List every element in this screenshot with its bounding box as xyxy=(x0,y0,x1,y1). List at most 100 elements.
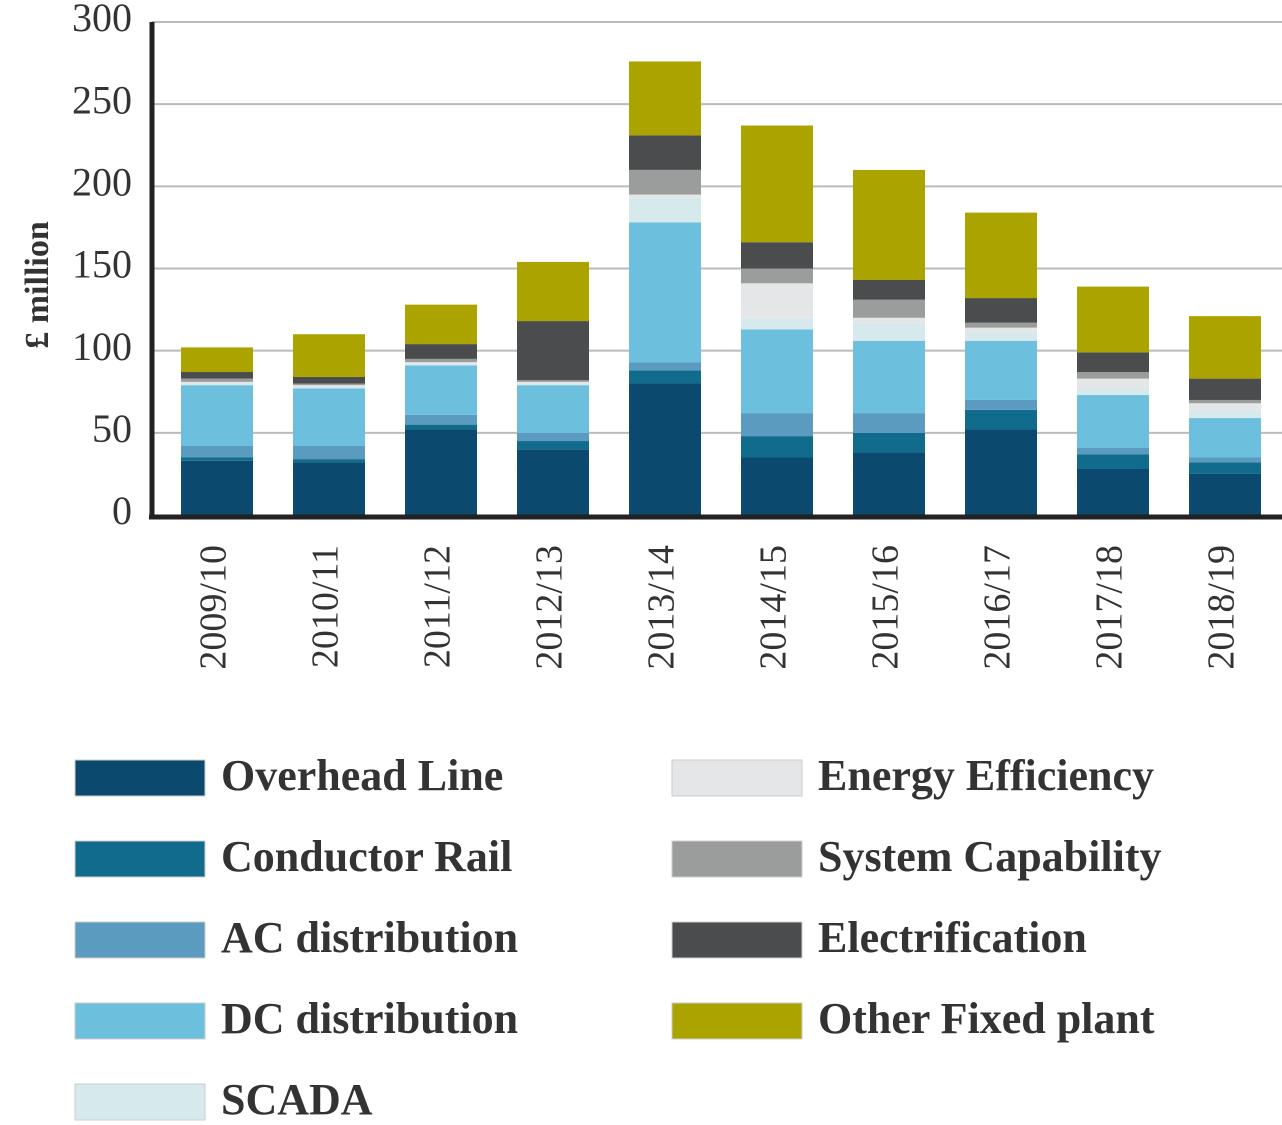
x-tick-label: 2016/17 xyxy=(977,545,1019,670)
bar-segment xyxy=(405,424,477,430)
bar-segment xyxy=(629,194,701,198)
bar-segment xyxy=(853,340,925,414)
y-tick-label: 0 xyxy=(112,488,132,533)
bar-segment xyxy=(517,441,589,450)
bar-segment xyxy=(517,381,589,384)
bar-segment xyxy=(741,329,813,414)
bar-segment xyxy=(405,429,477,515)
bar-segment xyxy=(965,212,1037,299)
bar-segment xyxy=(965,298,1037,323)
bar-segment xyxy=(181,381,253,384)
y-tick-label: 200 xyxy=(72,160,132,205)
legend-label: Electrification xyxy=(818,913,1087,962)
legend-swatch xyxy=(74,840,206,878)
bar-segment xyxy=(965,327,1037,333)
bar-segment xyxy=(1077,468,1149,515)
y-axis-label: £ million xyxy=(19,221,56,349)
bar-segment xyxy=(181,460,253,515)
x-tick-label: 2018/19 xyxy=(1201,545,1243,670)
bar-segment xyxy=(741,436,813,458)
bar-segment xyxy=(293,386,365,389)
bar-segment xyxy=(1189,462,1261,474)
bar-segment xyxy=(853,169,925,281)
bar-segment xyxy=(405,358,477,363)
bar-segment xyxy=(405,414,477,425)
bar-segment xyxy=(293,334,365,377)
bar-segment xyxy=(1077,352,1149,373)
x-tick-label: 2014/15 xyxy=(753,545,795,670)
bar-segment xyxy=(1189,403,1261,410)
bar-segment xyxy=(517,385,589,433)
bar-segment xyxy=(629,370,701,384)
legend-swatch xyxy=(74,1002,206,1040)
legend-label: Conductor Rail xyxy=(221,832,512,881)
legend-swatch xyxy=(74,921,206,959)
bar-segment xyxy=(293,459,365,463)
bar-segment xyxy=(293,376,365,384)
legend-label: System Capability xyxy=(818,832,1161,881)
bar-segment xyxy=(1077,286,1149,353)
bar-segment xyxy=(1189,409,1261,419)
bar-segment xyxy=(741,242,813,269)
bar-segment xyxy=(965,332,1037,341)
bar-segment xyxy=(181,372,253,379)
bar-segment xyxy=(629,61,701,136)
bar-segment xyxy=(1077,447,1149,455)
bar-segment xyxy=(181,347,253,373)
x-tick-label: 2017/18 xyxy=(1089,545,1131,670)
x-tick-label: 2011/12 xyxy=(417,545,459,668)
bar-segment xyxy=(517,432,589,442)
bar-segment xyxy=(965,322,1037,328)
bar-segment xyxy=(629,383,701,515)
bar-segment xyxy=(741,413,813,437)
bar-segment xyxy=(853,413,925,433)
legend-swatch xyxy=(74,759,206,797)
legend-label: Overhead Line xyxy=(221,751,503,800)
bar-segment xyxy=(405,365,477,415)
bar-segment xyxy=(517,449,589,515)
bar-segment xyxy=(293,388,365,446)
y-tick-label: 250 xyxy=(72,77,132,122)
bar-segment xyxy=(965,409,1037,430)
legend-label: Energy Efficiency xyxy=(818,751,1154,800)
bar-segment xyxy=(965,429,1037,515)
bar-segment xyxy=(629,135,701,170)
legend-label: DC distribution xyxy=(221,994,518,1043)
y-tick-label: 300 xyxy=(72,0,132,40)
legend-swatch xyxy=(671,921,803,959)
bar-segment xyxy=(741,268,813,284)
bar-segment xyxy=(1077,395,1149,448)
bar-segment xyxy=(293,462,365,515)
bar-segment xyxy=(1189,457,1261,463)
bar-segment xyxy=(181,445,253,458)
bar-segment xyxy=(853,280,925,300)
x-tick-label: 2010/11 xyxy=(305,545,347,668)
y-tick-label: 100 xyxy=(72,324,132,369)
bar-segment xyxy=(853,452,925,515)
legend-swatch xyxy=(671,759,803,797)
legend-swatch xyxy=(74,1083,206,1121)
bar-segment xyxy=(405,304,477,345)
bar-segment xyxy=(1077,372,1149,379)
legend-label: Other Fixed plant xyxy=(818,994,1155,1043)
bar-segment xyxy=(629,222,701,363)
legend-swatch xyxy=(671,1002,803,1040)
legend-label: AC distribution xyxy=(221,913,518,962)
bar-segment xyxy=(853,299,925,318)
x-tick-label: 2009/10 xyxy=(193,545,235,670)
bar-segment xyxy=(1189,378,1261,400)
bar-segment xyxy=(965,340,1037,400)
bar-segment xyxy=(1189,316,1261,379)
bar-segment xyxy=(293,385,365,387)
bar-segment xyxy=(181,457,253,461)
bar-segment xyxy=(1189,399,1261,404)
bar-segment xyxy=(741,457,813,515)
x-tick-label: 2013/14 xyxy=(641,545,683,670)
bar-segment xyxy=(853,432,925,453)
bar-segment xyxy=(1077,378,1149,389)
bar-segment xyxy=(629,197,701,223)
bar-segment xyxy=(629,169,701,195)
bar-segment xyxy=(741,125,813,243)
bar-segment xyxy=(1077,454,1149,469)
